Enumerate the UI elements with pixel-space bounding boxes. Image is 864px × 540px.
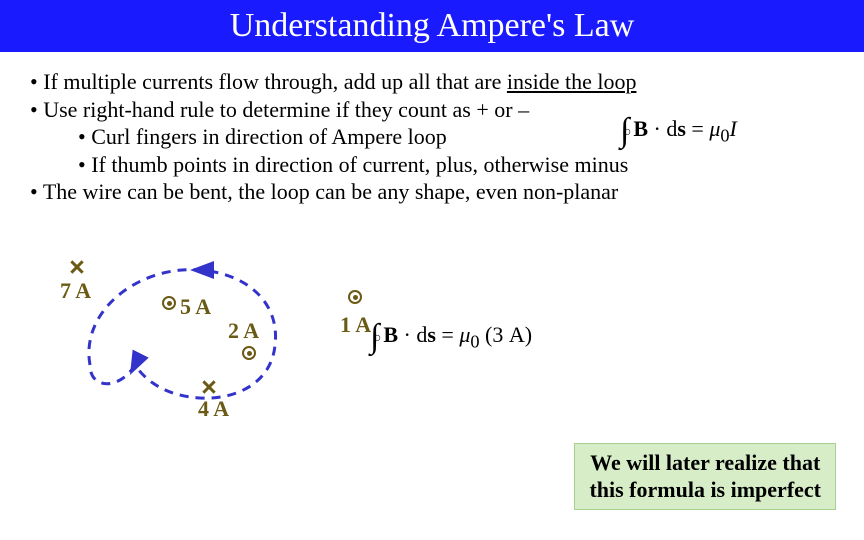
label-2a: 2 A bbox=[228, 318, 259, 344]
integral-icon: ∫ bbox=[370, 318, 379, 356]
out-of-page-icon bbox=[162, 296, 176, 310]
bullet-1-underline: inside the loop bbox=[507, 69, 637, 94]
title-bar: Understanding Ampere's Law bbox=[0, 0, 864, 52]
note-line1: We will later realize that bbox=[589, 450, 821, 476]
into-page-icon bbox=[70, 260, 84, 274]
integral-icon: ∫ bbox=[620, 112, 629, 150]
bullet-5: • The wire can be bent, the loop can be … bbox=[30, 178, 834, 206]
out-of-page-icon bbox=[242, 346, 256, 360]
note-box: We will later realize that this formula … bbox=[574, 443, 836, 510]
label-1a: 1 A bbox=[340, 312, 371, 338]
note-line2: this formula is imperfect bbox=[589, 477, 821, 503]
bullet-4: • If thumb points in direction of curren… bbox=[78, 151, 834, 179]
label-4a: 4 A bbox=[198, 396, 229, 422]
label-5a: 5 A bbox=[180, 294, 211, 320]
out-of-page-icon bbox=[348, 290, 362, 304]
bullet-1-text: If multiple currents flow through, add u… bbox=[43, 69, 507, 94]
formula-result: ∫ B · ds = μ0 (3 A) bbox=[370, 318, 532, 356]
into-page-icon bbox=[202, 380, 216, 394]
formula-general: ∫ B · ds = μ0I bbox=[620, 112, 737, 150]
page-title: Understanding Ampere's Law bbox=[230, 7, 635, 45]
label-7a: 7 A bbox=[60, 278, 91, 304]
bullet-1: • If multiple currents flow through, add… bbox=[30, 68, 834, 96]
